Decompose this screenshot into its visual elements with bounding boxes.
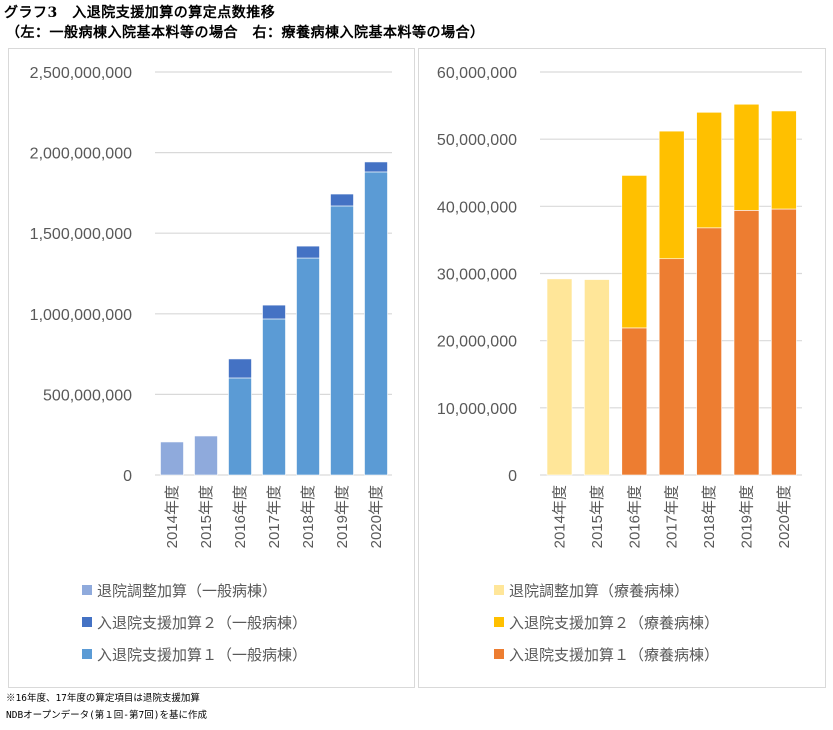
y-tick-label: 0 <box>123 468 132 485</box>
bar-segment <box>160 441 184 476</box>
chart-title: グラフ3 入退院支援加算の算定点数推移 <box>4 5 276 21</box>
legend-item: 退院調整加算（一般病棟） <box>82 574 307 606</box>
y-tick-label: 50,000,000 <box>437 132 517 149</box>
x-tick-label: 2018年度 <box>701 485 718 548</box>
y-tick-label: 2,000,000,000 <box>30 146 132 163</box>
legend-swatch <box>82 617 92 627</box>
legend-label: 入退院支援加算１（療養病棟） <box>509 645 720 664</box>
bar-segment <box>546 278 573 476</box>
x-tick-label: 2015年度 <box>198 485 215 548</box>
bar-segment <box>330 205 354 476</box>
x-tick-label: 2016年度 <box>626 485 643 548</box>
bar-segment <box>296 257 320 476</box>
bar-segment <box>733 210 760 476</box>
legend-swatch <box>82 585 92 595</box>
bar-segment <box>228 358 252 379</box>
bar-segment <box>658 258 685 476</box>
bar-segment <box>296 245 320 259</box>
bar-segment <box>364 171 388 476</box>
x-tick-label: 2015年度 <box>589 485 606 548</box>
legend-item: 入退院支援加算２（一般病棟） <box>82 606 307 638</box>
x-tick-label: 2016年度 <box>232 485 249 548</box>
bar-segment <box>621 175 648 329</box>
x-tick-label: 2017年度 <box>664 485 681 548</box>
legend-label: 入退院支援加算１（一般病棟） <box>97 645 308 664</box>
y-tick-label: 20,000,000 <box>437 334 517 351</box>
bar-segment <box>733 103 760 211</box>
y-tick-label: 10,000,000 <box>437 401 517 418</box>
y-tick-label: 0 <box>508 468 517 485</box>
legend-swatch <box>494 617 504 627</box>
legend-label: 入退院支援加算２（療養病棟） <box>509 613 720 632</box>
bar-segment <box>194 435 218 476</box>
x-tick-label: 2014年度 <box>552 485 569 548</box>
chart-subtitle: （左：一般病棟入院基本料等の場合 右：療養病棟入院基本料等の場合） <box>6 25 485 41</box>
legend-item: 入退院支援加算１（療養病棟） <box>494 638 719 670</box>
bar-segment <box>771 208 797 476</box>
x-tick-label: 2020年度 <box>368 485 385 548</box>
y-tick-label: 1,000,000,000 <box>30 307 132 324</box>
legend-label: 入退院支援加算２（一般病棟） <box>97 613 308 632</box>
bar-segment <box>584 279 610 476</box>
bar-segment <box>262 304 286 320</box>
left-legend: 退院調整加算（一般病棟） 入退院支援加算２（一般病棟） 入退院支援加算１（一般病… <box>82 574 307 670</box>
legend-swatch <box>494 649 504 659</box>
y-tick-label: 500,000,000 <box>43 387 132 404</box>
x-tick-label: 2017年度 <box>266 485 283 548</box>
x-tick-label: 2018年度 <box>300 485 317 548</box>
y-tick-label: 60,000,000 <box>437 65 517 82</box>
bar-segment <box>621 327 648 476</box>
y-tick-label: 30,000,000 <box>437 267 517 284</box>
bar-segment <box>330 193 354 207</box>
bar-segment <box>696 112 722 229</box>
x-tick-label: 2019年度 <box>334 485 351 548</box>
legend-label: 退院調整加算（療養病棟） <box>509 581 690 600</box>
footnote-source: NDBオープンデータ(第１回-第7回)を基に作成 <box>6 710 207 721</box>
y-tick-label: 1,500,000,000 <box>30 226 132 243</box>
legend-swatch <box>494 585 504 595</box>
x-tick-label: 2019年度 <box>739 485 756 548</box>
x-tick-label: 2014年度 <box>164 485 181 548</box>
y-tick-label: 2,500,000,000 <box>30 65 132 82</box>
legend-item: 退院調整加算（療養病棟） <box>494 574 719 606</box>
bar-segment <box>696 227 722 476</box>
left-chart: 0 500,000,000 1,000,000,000 1,500,000,000 2,… <box>30 65 392 548</box>
legend-label: 退院調整加算（一般病棟） <box>97 581 278 600</box>
y-tick-label: 40,000,000 <box>437 199 517 216</box>
bar-segment <box>771 110 797 210</box>
right-chart: 0 10,000,000 20,000,000 30,000,000 40,000,00… <box>437 65 802 548</box>
bar-segment <box>228 377 252 476</box>
bar-segment <box>262 318 286 476</box>
legend-item: 入退院支援加算２（療養病棟） <box>494 606 719 638</box>
bar-segment <box>658 130 685 260</box>
legend-item: 入退院支援加算１（一般病棟） <box>82 638 307 670</box>
legend-swatch <box>82 649 92 659</box>
bar-segment <box>364 161 388 173</box>
x-tick-label: 2020年度 <box>776 485 793 548</box>
right-legend: 退院調整加算（療養病棟） 入退院支援加算２（療養病棟） 入退院支援加算１（療養病… <box>494 574 719 670</box>
footnote-note: ※16年度、17年度の算定項目は退院支援加算 <box>6 693 200 704</box>
